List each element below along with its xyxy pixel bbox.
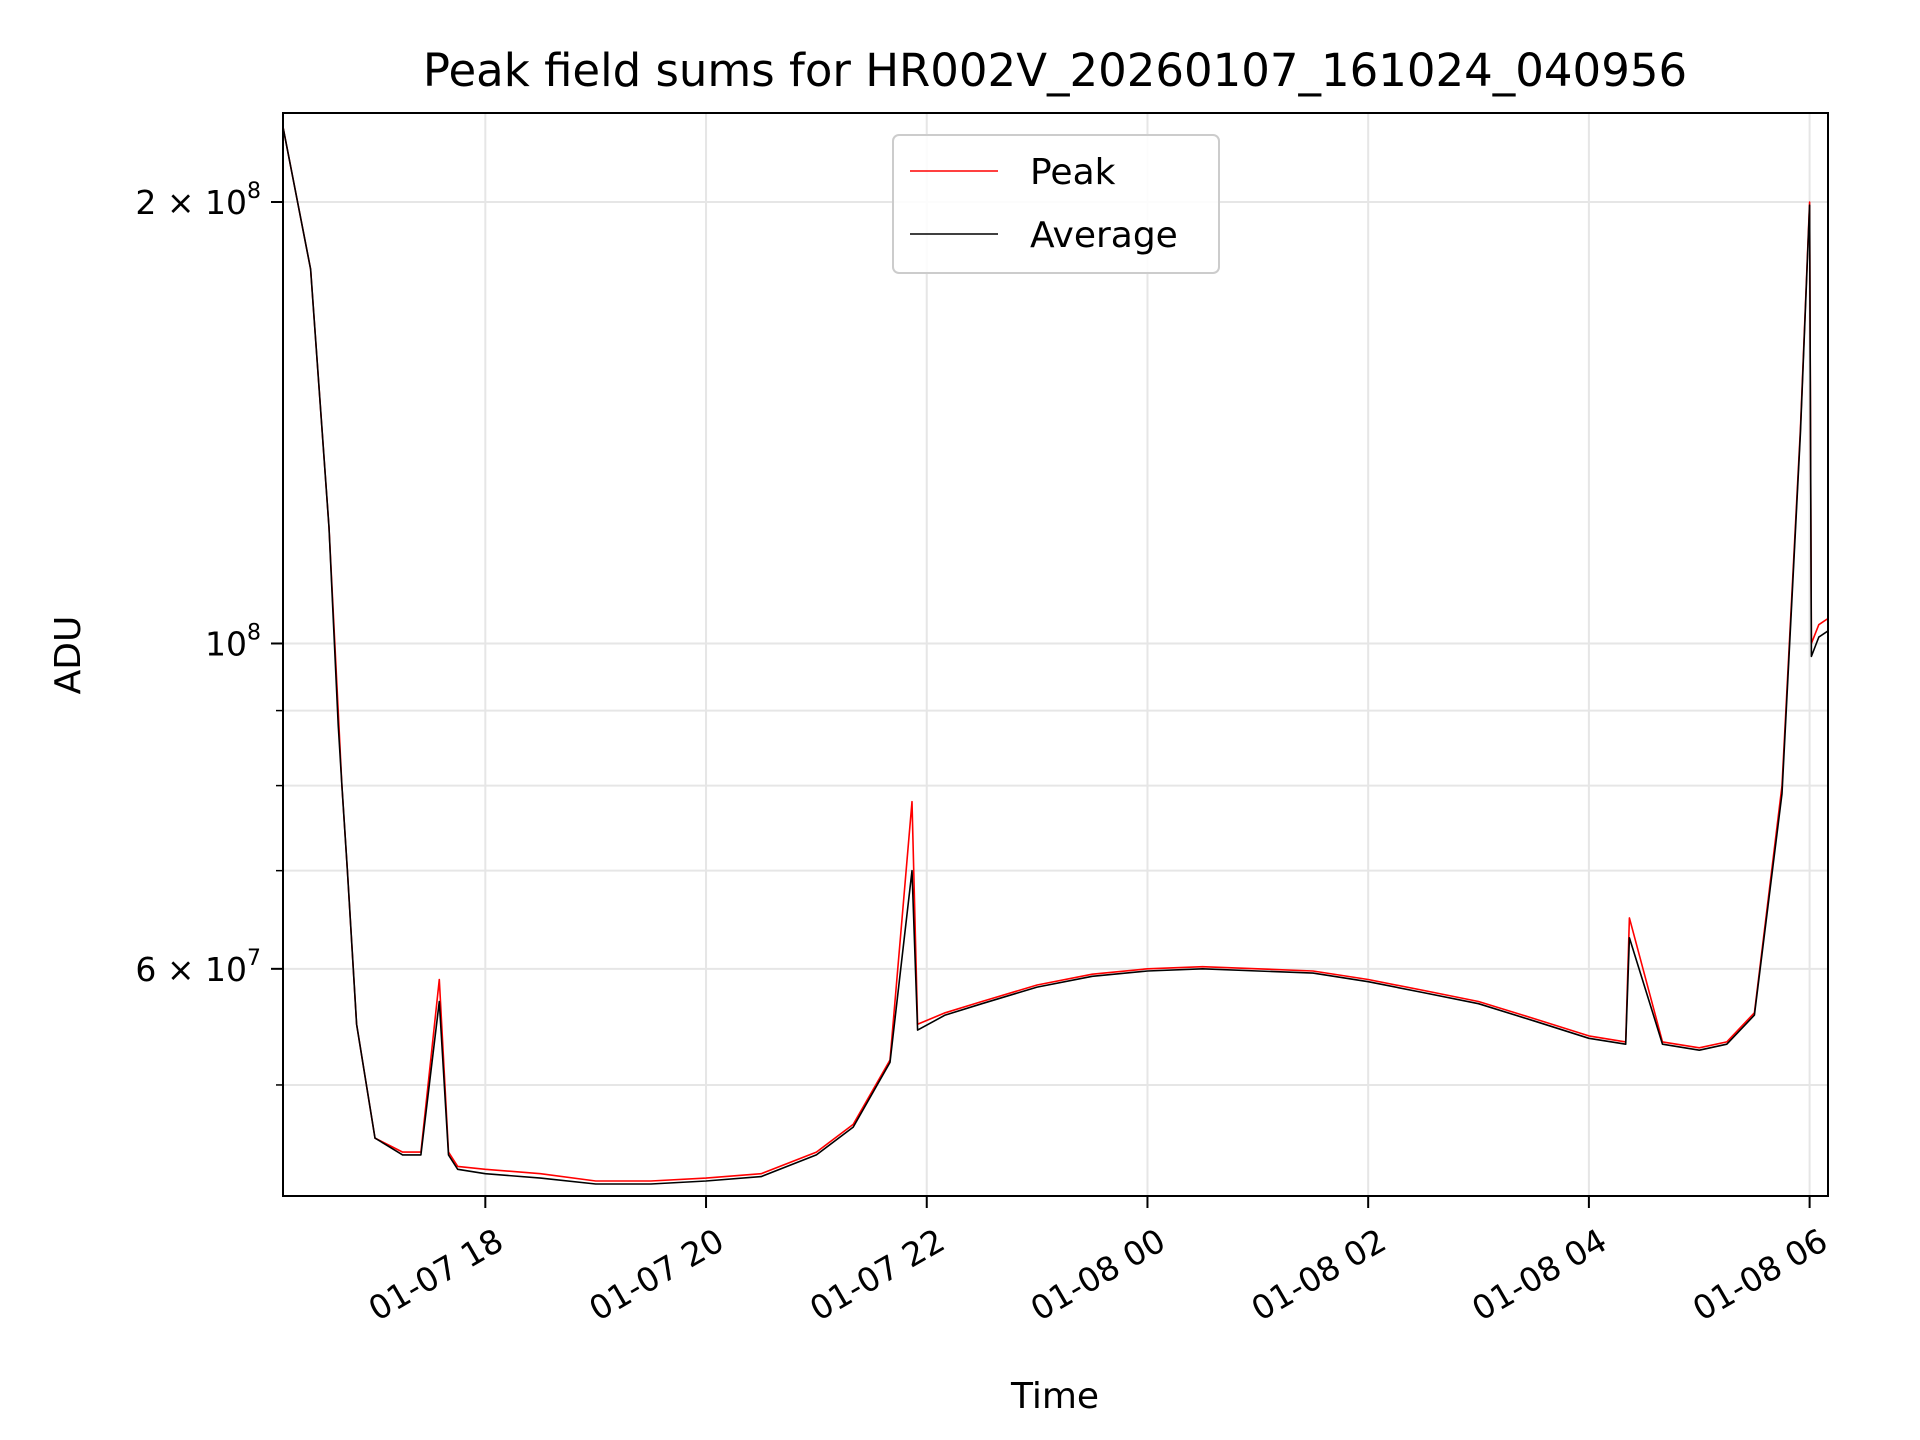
y-tick-exponent: 8 xyxy=(247,179,261,204)
x-tick-label: 01-08 04 xyxy=(1465,1221,1613,1329)
legend-box xyxy=(892,134,1220,274)
y-tick-label: 108 xyxy=(205,620,261,663)
legend: Peak Average xyxy=(892,134,1220,274)
plot-frame xyxy=(282,112,1829,1197)
legend-average-label: Average xyxy=(1030,215,1178,256)
y-tick-label: 2 × 108 xyxy=(135,179,261,222)
grid xyxy=(283,113,1828,1196)
x-axis-label: Time xyxy=(1010,1376,1099,1417)
y-tick-mantissa: 6 xyxy=(135,950,156,989)
y-axis-label: ADU xyxy=(48,616,89,695)
legend-peak-label: Peak xyxy=(1030,152,1116,193)
x-axis-ticks: 01-07 18 01-07 20 01-07 22 01-08 00 01-08 02… xyxy=(362,1196,1834,1329)
x-tick-label: 01-07 22 xyxy=(803,1221,951,1329)
y-tick-label: 6 × 107 xyxy=(135,946,261,989)
y-tick-exponent: 7 xyxy=(247,946,261,971)
y-tick-mantissa: 2 xyxy=(135,183,156,222)
x-tick-label: 01-08 02 xyxy=(1245,1221,1393,1329)
series-layer xyxy=(282,126,1829,1185)
y-tick-exponent: 8 xyxy=(247,620,261,645)
x-tick-label: 01-08 00 xyxy=(1024,1221,1172,1329)
chart-title: Peak field sums for HR002V_20260107_1610… xyxy=(423,44,1687,97)
x-tick-label: 01-07 20 xyxy=(582,1221,730,1329)
x-tick-label: 01-07 18 xyxy=(362,1221,510,1329)
series-line-average xyxy=(282,126,1829,1185)
x-tick-label: 01-08 06 xyxy=(1686,1221,1834,1329)
y-axis-ticks: 6 × 107 108 2 × 108 xyxy=(135,179,283,1086)
series-line-peak xyxy=(282,126,1829,1182)
